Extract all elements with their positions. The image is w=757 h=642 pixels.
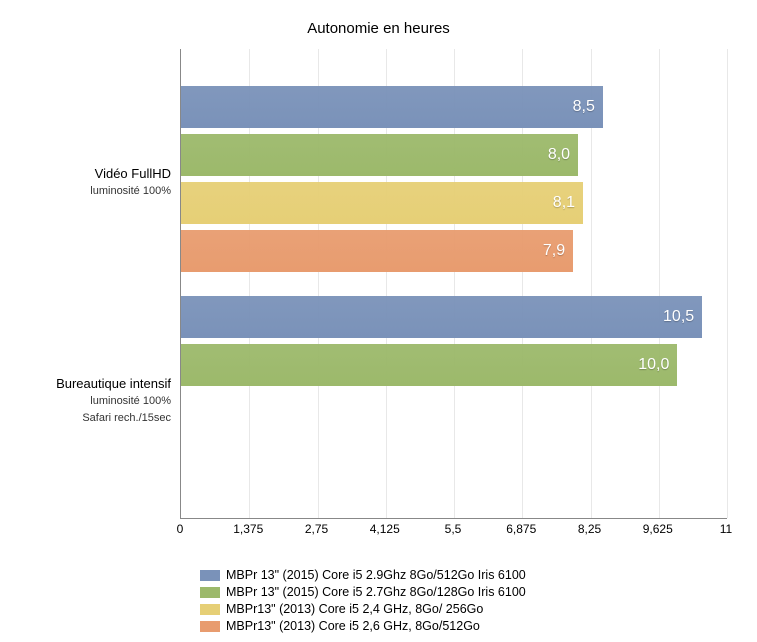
- bar: 10,0: [181, 344, 677, 386]
- gridline: [727, 49, 728, 518]
- bar-value-label: 10,5: [663, 308, 694, 326]
- category-group: Bureautique intensifluminosité 100%Safar…: [181, 296, 727, 482]
- x-tick-label: 6,875: [506, 522, 536, 536]
- bar: 8,5: [181, 86, 603, 128]
- legend-item: MBPr13" (2013) Core i5 2,4 GHz, 8Go/ 256…: [200, 601, 727, 618]
- legend-swatch: [200, 604, 220, 615]
- legend-swatch: [200, 587, 220, 598]
- x-tick-label: 5,5: [445, 522, 462, 536]
- bar-value-label: 8,5: [573, 98, 595, 116]
- bar-value-label: 10,0: [638, 356, 669, 374]
- category-subtitle: Safari rech./15sec: [21, 411, 171, 426]
- chart-title: Autonomie en heures: [30, 20, 727, 37]
- category-group: Vidéo FullHDluminosité 100%8,58,08,17,9: [181, 86, 727, 272]
- x-tick-label: 8,25: [578, 522, 601, 536]
- bar-value-label: 8,1: [553, 194, 575, 212]
- legend-swatch: [200, 570, 220, 581]
- legend-item: MBPr13" (2013) Core i5 2,6 GHz, 8Go/512G…: [200, 618, 727, 635]
- legend: MBPr 13" (2015) Core i5 2.9Ghz 8Go/512Go…: [200, 567, 727, 635]
- legend-label: MBPr 13" (2015) Core i5 2.9Ghz 8Go/512Go…: [226, 567, 526, 584]
- bar: 8,0: [181, 134, 578, 176]
- legend-label: MBPr13" (2013) Core i5 2,6 GHz, 8Go/512G…: [226, 618, 480, 635]
- bar-value-label: 7,9: [543, 242, 565, 260]
- category-subtitle: luminosité 100%: [21, 394, 171, 409]
- legend-label: MBPr13" (2013) Core i5 2,4 GHz, 8Go/ 256…: [226, 601, 483, 618]
- plot-area: Vidéo FullHDluminosité 100%8,58,08,17,9B…: [180, 49, 727, 519]
- category-title: Bureautique intensif: [56, 376, 171, 391]
- x-tick-label: 1,375: [233, 522, 263, 536]
- x-tick-label: 0: [177, 522, 184, 536]
- bar: 8,1: [181, 182, 583, 224]
- battery-chart: Autonomie en heures Vidéo FullHD luminosi…: [0, 0, 757, 642]
- legend-swatch: [200, 621, 220, 632]
- legend-item: MBPr 13" (2015) Core i5 2.7Ghz 8Go/128Go…: [200, 584, 727, 601]
- legend-item: MBPr 13" (2015) Core i5 2.9Ghz 8Go/512Go…: [200, 567, 727, 584]
- category-subtitle: luminosité 100%: [21, 184, 171, 199]
- legend-label: MBPr 13" (2015) Core i5 2.7Ghz 8Go/128Go…: [226, 584, 526, 601]
- x-tick-label: 4,125: [370, 522, 400, 536]
- x-axis: 01,3752,754,1255,56,8758,259,62511: [180, 518, 727, 538]
- bar: 10,5: [181, 296, 702, 338]
- category-title: Vidéo FullHD: [95, 166, 171, 181]
- x-tick-label: 9,625: [643, 522, 673, 536]
- category-label: Vidéo FullHD luminosité 100%: [21, 165, 171, 199]
- x-tick-label: 11: [720, 522, 732, 536]
- bar: 7,9: [181, 230, 573, 272]
- x-tick-label: 2,75: [305, 522, 328, 536]
- category-label: Bureautique intensif luminosité 100% Safar…: [21, 375, 171, 426]
- bar-value-label: 8,0: [548, 146, 570, 164]
